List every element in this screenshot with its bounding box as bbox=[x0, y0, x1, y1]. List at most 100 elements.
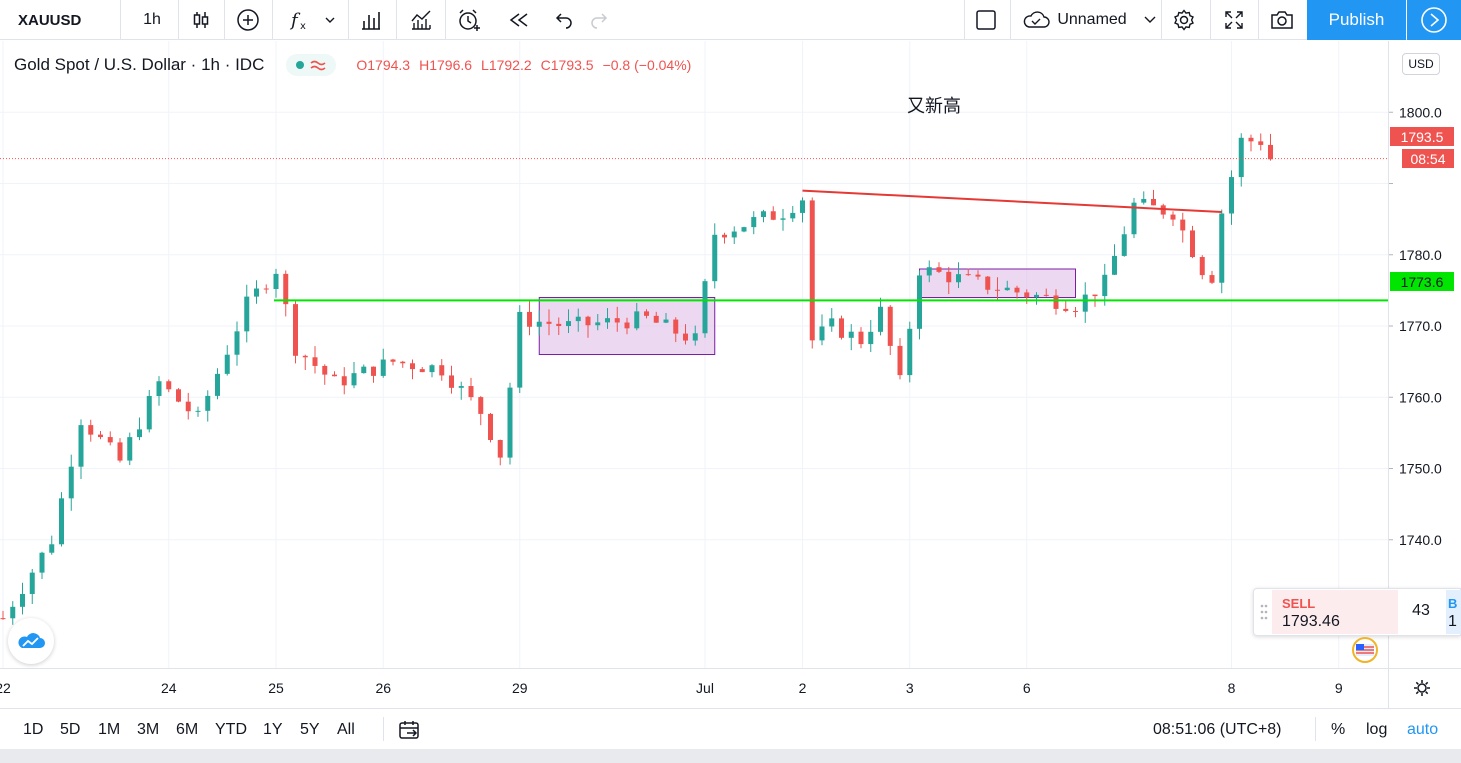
fullscreen-button[interactable] bbox=[1220, 0, 1248, 40]
y-tick-label: 1750.0 bbox=[1399, 461, 1442, 477]
y-tick-label: 1770.0 bbox=[1399, 318, 1442, 334]
sell-button[interactable]: SELL 1793.46 bbox=[1272, 590, 1398, 634]
candle-body bbox=[839, 318, 844, 338]
undo-button[interactable] bbox=[551, 0, 577, 40]
bar-countdown-badge: 08:54 bbox=[1402, 149, 1454, 168]
alert-button[interactable] bbox=[454, 0, 484, 40]
percent-scale-toggle[interactable]: % bbox=[1331, 720, 1346, 738]
range-ytd[interactable]: YTD bbox=[215, 720, 247, 738]
candle-body bbox=[926, 267, 932, 276]
candle-body bbox=[907, 328, 913, 376]
x-tick-label: Jul bbox=[696, 680, 714, 696]
last-price-badge: 1793.5 bbox=[1390, 127, 1454, 146]
candle-body bbox=[1151, 198, 1156, 206]
alarm-clock-icon bbox=[459, 9, 480, 31]
candle-body bbox=[731, 231, 737, 238]
redo-icon bbox=[591, 13, 608, 29]
candle-body bbox=[1238, 137, 1244, 178]
candle-body bbox=[390, 359, 396, 362]
range-3m[interactable]: 3M bbox=[137, 720, 160, 738]
candle-body bbox=[185, 401, 191, 412]
candle-body bbox=[49, 544, 55, 553]
goto-date-button[interactable] bbox=[398, 709, 422, 750]
cloud-icon bbox=[1024, 11, 1050, 28]
candle-body bbox=[293, 304, 298, 356]
candle-body bbox=[956, 274, 961, 283]
candle-body bbox=[692, 333, 698, 341]
time-axis-settings-icon bbox=[1414, 680, 1430, 696]
range-5d[interactable]: 5D bbox=[60, 720, 81, 738]
candle-body bbox=[1043, 294, 1049, 296]
candle-body bbox=[614, 318, 620, 323]
candle-body bbox=[936, 267, 942, 272]
candle-body bbox=[1170, 214, 1176, 220]
templates-button[interactable] bbox=[406, 0, 436, 40]
candle-body bbox=[449, 375, 454, 388]
candle-body bbox=[517, 311, 523, 388]
candle-body bbox=[1063, 308, 1069, 311]
sell-price: 1793.46 bbox=[1282, 613, 1340, 630]
plus-circle-icon bbox=[237, 9, 259, 31]
candle-body bbox=[205, 395, 211, 411]
drag-handle-icon[interactable] bbox=[1259, 603, 1269, 621]
range-6m[interactable]: 6M bbox=[176, 720, 199, 738]
range-1d[interactable]: 1D bbox=[23, 720, 44, 738]
candle-body bbox=[137, 429, 142, 438]
financials-button[interactable] bbox=[356, 0, 386, 40]
legend-open: O1794.3 bbox=[356, 57, 411, 73]
candle-body bbox=[380, 359, 386, 376]
sell-label: SELL bbox=[1282, 596, 1316, 611]
auto-scale-toggle[interactable]: auto bbox=[1407, 720, 1439, 738]
candle-body bbox=[117, 442, 123, 461]
candle-body bbox=[419, 369, 425, 373]
layout-name-label: Unnamed bbox=[1057, 11, 1127, 28]
candle-body bbox=[605, 318, 610, 323]
timezone-clock[interactable]: 08:51:06 (UTC+8) bbox=[1153, 720, 1282, 738]
redo-button[interactable] bbox=[586, 0, 612, 40]
market-status-badge[interactable] bbox=[286, 54, 337, 76]
candle-body bbox=[761, 211, 766, 218]
price-chart[interactable]: 1740.01750.01760.01770.01780.01800.02224… bbox=[0, 41, 1461, 708]
candle-body bbox=[585, 316, 591, 326]
replay-button[interactable] bbox=[505, 0, 533, 40]
publish-button[interactable]: Publish bbox=[1307, 0, 1406, 40]
bar-chart-icon bbox=[362, 12, 380, 30]
symbol-search-button[interactable]: XAUUSD bbox=[18, 11, 82, 29]
layout-name-button[interactable]: Unnamed bbox=[1018, 0, 1160, 40]
candle-style-button[interactable] bbox=[186, 0, 216, 40]
publish-menu-button[interactable] bbox=[1407, 0, 1461, 40]
economic-events-flag-icon[interactable] bbox=[1349, 634, 1389, 664]
candle-body bbox=[683, 333, 688, 341]
snapshot-button[interactable] bbox=[1267, 0, 1297, 40]
range-1m[interactable]: 1M bbox=[98, 720, 121, 738]
rewind-icon bbox=[509, 13, 528, 27]
chart-text-annotation[interactable]: 又新高 bbox=[907, 96, 961, 116]
candle-body bbox=[1131, 202, 1137, 235]
range-5y[interactable]: 5Y bbox=[300, 720, 320, 738]
currency-label[interactable]: USD bbox=[1402, 53, 1440, 75]
range-1y[interactable]: 1Y bbox=[263, 720, 283, 738]
x-tick-label: 25 bbox=[268, 680, 284, 696]
candle-body bbox=[556, 323, 562, 327]
candle-body bbox=[1024, 292, 1030, 298]
fullscreen-select-button[interactable] bbox=[972, 0, 1000, 40]
buy-button[interactable]: B 1 bbox=[1446, 590, 1461, 634]
candle-body bbox=[283, 273, 289, 305]
tradingview-logo[interactable] bbox=[8, 618, 54, 664]
candle-body bbox=[488, 413, 493, 441]
settings-button[interactable] bbox=[1170, 0, 1198, 40]
candle-body bbox=[429, 365, 435, 373]
y-tick-label: 1740.0 bbox=[1399, 532, 1442, 548]
log-scale-toggle[interactable]: log bbox=[1366, 720, 1388, 738]
candle-body bbox=[312, 357, 318, 366]
candle-body bbox=[653, 315, 659, 323]
candle-body bbox=[946, 271, 952, 283]
range-all[interactable]: All bbox=[337, 720, 355, 738]
interval-button[interactable]: 1h bbox=[143, 11, 161, 28]
x-tick-label: 29 bbox=[512, 680, 528, 696]
candle-body bbox=[410, 363, 415, 370]
candle-body bbox=[673, 319, 679, 334]
compare-button[interactable] bbox=[233, 0, 263, 40]
candle-body bbox=[566, 321, 571, 327]
